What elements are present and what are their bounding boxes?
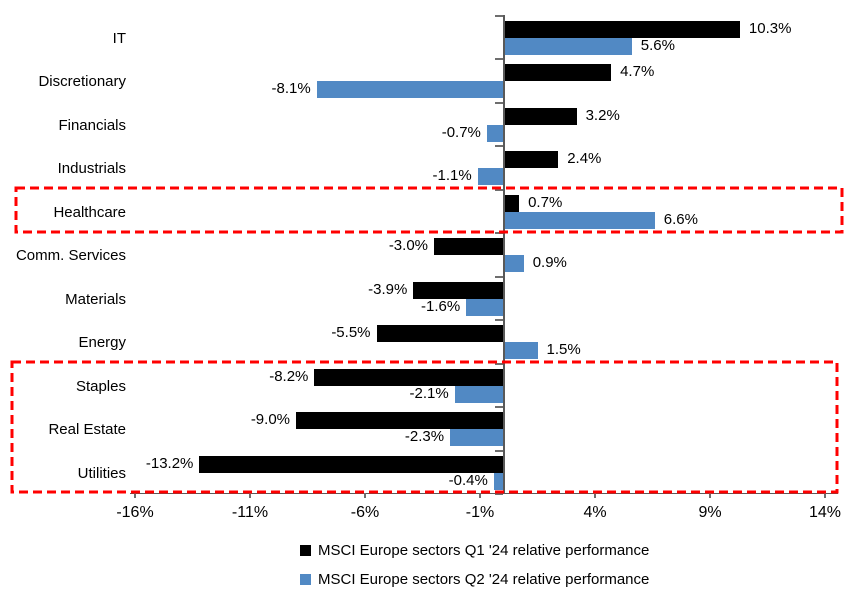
bar-series1-staples xyxy=(314,368,503,386)
category-label-it: IT xyxy=(112,30,126,47)
bar-series2-materials xyxy=(466,298,503,316)
value-label-series1-it: 10.3% xyxy=(748,20,792,37)
legend-item-q1: MSCI Europe sectors Q1 '24 relative perf… xyxy=(300,538,649,562)
bar-series1-materials xyxy=(413,281,503,299)
value-label-series2-materials: -1.6% xyxy=(421,297,461,315)
value-label-series2-discretionary: -8.1% xyxy=(271,80,311,98)
bar-series1-industrials xyxy=(503,151,559,169)
x-axis-tick-label: 4% xyxy=(583,504,607,521)
x-axis-tick xyxy=(824,493,826,498)
value-label-series1-staples: -8.2% xyxy=(269,367,309,385)
value-label-series2-energy: 1.5% xyxy=(546,341,581,359)
bar-series1-real-estate xyxy=(296,412,503,430)
x-axis-line xyxy=(130,493,838,494)
category-label-real-estate: Real Estate xyxy=(48,421,126,439)
bar-series2-financials xyxy=(486,124,503,142)
bar-series2-real-estate xyxy=(450,429,503,447)
bar-series2-utilities xyxy=(493,472,503,490)
x-axis-tick-label: 9% xyxy=(698,504,722,521)
value-label-series2-real-estate: -2.3% xyxy=(404,428,445,446)
category-label-materials: Materials xyxy=(65,290,126,308)
category-label-staples: Staples xyxy=(75,377,126,395)
category-axis-tick xyxy=(495,362,503,365)
value-label-series2-financials: -0.7% xyxy=(441,123,481,141)
value-label-series2-comm-services: 0.9% xyxy=(532,254,567,272)
bar-series2-discretionary xyxy=(316,81,503,99)
category-axis-tick xyxy=(495,275,503,278)
value-label-series1-energy: -5.5% xyxy=(331,324,371,342)
value-label-series1-industrials: 2.4% xyxy=(567,150,602,168)
x-axis-tick xyxy=(364,493,366,498)
category-axis-tick xyxy=(495,232,503,235)
bar-series1-it xyxy=(503,21,740,38)
x-axis-tick xyxy=(479,493,481,498)
x-axis-tick xyxy=(134,493,136,498)
x-axis-tick-label: -11% xyxy=(231,504,269,521)
x-axis-tick-label: -1% xyxy=(465,504,495,521)
category-label-financials: Financials xyxy=(58,116,126,134)
value-label-series1-discretionary: 4.7% xyxy=(620,63,655,81)
bar-series2-industrials xyxy=(477,168,503,186)
bar-series2-energy xyxy=(503,342,538,360)
category-axis-tick xyxy=(495,319,503,322)
value-label-series1-healthcare: 0.7% xyxy=(528,193,563,211)
x-axis-tick-label: 14% xyxy=(808,504,842,521)
legend-item-q2: MSCI Europe sectors Q2 '24 relative perf… xyxy=(300,567,649,591)
category-axis-tick xyxy=(495,406,503,409)
x-axis-tick-label: -6% xyxy=(350,504,380,521)
category-label-comm-services: Comm. Services xyxy=(15,247,126,265)
category-axis-tick xyxy=(495,449,503,452)
value-label-series2-healthcare: 6.6% xyxy=(663,210,698,228)
x-axis-tick-label: -16% xyxy=(116,504,154,521)
category-axis-tick xyxy=(495,101,503,104)
legend-swatch-q1 xyxy=(300,544,311,556)
value-label-series2-utilities: -0.4% xyxy=(448,471,488,489)
x-axis-tick xyxy=(594,493,596,498)
value-zero-axis-line xyxy=(503,15,505,493)
highlight-box-healthcare xyxy=(14,186,844,234)
category-axis-tick xyxy=(495,15,503,17)
category-label-energy: Energy xyxy=(78,334,126,352)
bar-series1-utilities xyxy=(199,455,503,473)
bar-series2-it xyxy=(503,38,632,55)
category-label-industrials: Industrials xyxy=(57,160,126,178)
x-axis-tick xyxy=(249,493,251,498)
bar-series2-staples xyxy=(454,385,503,403)
x-axis-tick xyxy=(709,493,711,498)
category-label-discretionary: Discretionary xyxy=(38,73,126,91)
category-axis-tick xyxy=(495,188,503,191)
category-label-healthcare: Healthcare xyxy=(53,203,126,221)
value-label-series1-materials: -3.9% xyxy=(368,280,408,298)
value-label-series1-financials: 3.2% xyxy=(585,106,620,124)
value-label-series2-industrials: -1.1% xyxy=(432,167,472,185)
value-label-series2-it: 5.6% xyxy=(640,37,675,54)
bar-series1-healthcare xyxy=(503,194,520,212)
bar-series1-financials xyxy=(503,107,577,125)
bar-series2-comm-services xyxy=(503,255,524,273)
value-label-series2-staples: -2.1% xyxy=(409,384,449,402)
bar-series2-healthcare xyxy=(503,211,655,229)
bar-series1-energy xyxy=(376,325,503,343)
legend-label-q1: MSCI Europe sectors Q1 '24 relative perf… xyxy=(318,541,650,559)
value-label-series1-real-estate: -9.0% xyxy=(250,411,290,429)
value-label-series1-utilities: -13.2% xyxy=(145,454,194,472)
value-label-series1-comm-services: -3.0% xyxy=(388,237,428,255)
category-axis-tick xyxy=(495,58,503,61)
legend-swatch-q2 xyxy=(300,573,311,585)
legend-label-q2: MSCI Europe sectors Q2 '24 relative perf… xyxy=(318,570,650,588)
category-axis-tick xyxy=(495,145,503,148)
legend: MSCI Europe sectors Q1 '24 relative perf… xyxy=(300,538,649,596)
bar-series1-discretionary xyxy=(503,64,612,82)
bar-series1-comm-services xyxy=(434,238,503,256)
